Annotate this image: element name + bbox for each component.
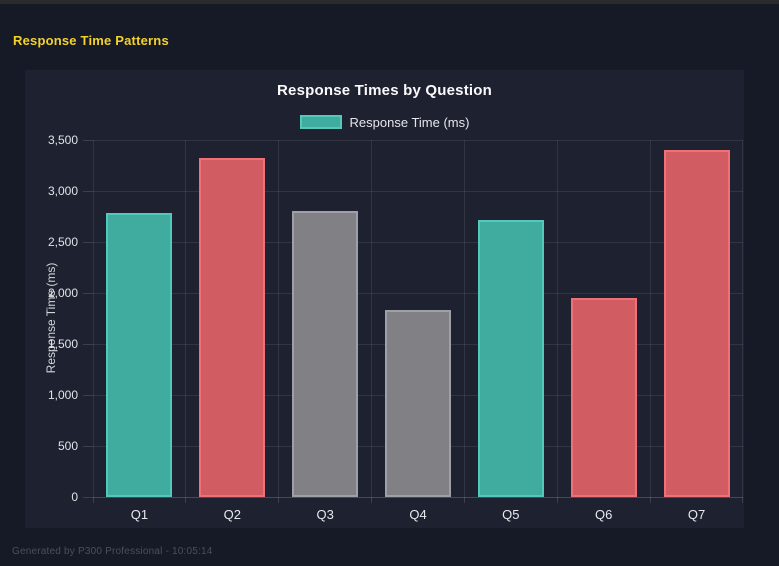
bar-Q4[interactable]	[385, 310, 451, 497]
y-tickmark-1500	[83, 343, 93, 345]
x-tickmark-4	[463, 497, 465, 503]
chart-panel: Response Times by Question Response Time…	[25, 70, 744, 528]
x-gridline-6	[649, 140, 651, 497]
y-tick-label: 2,000	[47, 286, 78, 300]
x-tickmark-7	[741, 497, 743, 503]
x-tickmark-0	[92, 497, 94, 503]
y-tick-label: 1,000	[47, 388, 78, 402]
x-tickmark-5	[556, 497, 558, 503]
x-tick-label-Q4: Q4	[409, 507, 427, 522]
page-heading: Response Time Patterns	[13, 33, 169, 48]
y-tickmark-2500	[83, 241, 93, 243]
bar-Q1[interactable]	[106, 213, 173, 497]
bar-Q5[interactable]	[477, 220, 544, 497]
y-gridline-2000	[93, 292, 743, 294]
y-tick-label: 3,500	[47, 133, 78, 147]
footer-text: Generated by P300 Professional - 10:05:1…	[12, 546, 213, 557]
x-gridline-4	[463, 140, 465, 497]
y-gridline-3000	[93, 190, 743, 192]
y-tick-label: 1,500	[47, 337, 78, 351]
x-tick-label-Q6: Q6	[595, 507, 613, 522]
legend-label[interactable]: Response Time (ms)	[349, 114, 470, 130]
bar-Q2[interactable]	[199, 158, 266, 497]
x-gridline-0	[92, 140, 94, 497]
y-tickmark-500	[83, 445, 93, 447]
x-tick-label-Q2: Q2	[223, 507, 241, 522]
y-tickmark-1000	[83, 394, 93, 396]
bar-Q7[interactable]	[663, 150, 730, 497]
bar-Q6[interactable]	[570, 298, 637, 497]
y-axis-title: Response Time (ms)	[44, 262, 58, 374]
x-tick-label-Q1: Q1	[130, 507, 149, 522]
x-gridline-2	[278, 140, 280, 497]
y-tick-label: 3,000	[47, 184, 78, 198]
x-tickmark-6	[649, 497, 651, 503]
y-tickmark-2000	[83, 292, 93, 294]
x-tick-label-Q5: Q5	[502, 507, 520, 522]
y-tick-label: 0	[71, 490, 78, 504]
legend-color-swatch[interactable]	[299, 115, 342, 129]
x-tick-label-Q7: Q7	[687, 507, 706, 522]
y-gridline-3500	[93, 139, 743, 141]
x-gridline-3	[371, 140, 373, 497]
plot-area[interactable]: 0 500 1,000 1,500 2,000 2,500 3,000 3,500 Q1 Q2 Q3…	[48, 133, 743, 522]
y-tick-label: 2,500	[47, 235, 78, 249]
x-gridline-1	[185, 140, 187, 497]
window-top-strip	[0, 0, 779, 4]
x-tickmark-3	[371, 497, 373, 503]
x-tickmark-2	[278, 497, 280, 503]
chart-legend-item[interactable]: Response Time (ms)	[25, 113, 744, 131]
y-tickmark-0	[83, 496, 93, 498]
bar-Q3[interactable]	[292, 211, 359, 497]
y-gridline-0	[93, 496, 743, 498]
y-tickmark-3000	[83, 190, 93, 192]
chart-title: Response Times by Question	[277, 82, 492, 99]
y-gridline-2500	[93, 241, 743, 243]
x-tick-label-Q3: Q3	[316, 507, 334, 522]
x-gridline-5	[556, 140, 558, 497]
y-tickmark-3500	[83, 139, 93, 141]
x-gridline-7	[741, 140, 743, 497]
x-tickmark-1	[185, 497, 187, 503]
y-tick-label: 500	[57, 439, 78, 453]
